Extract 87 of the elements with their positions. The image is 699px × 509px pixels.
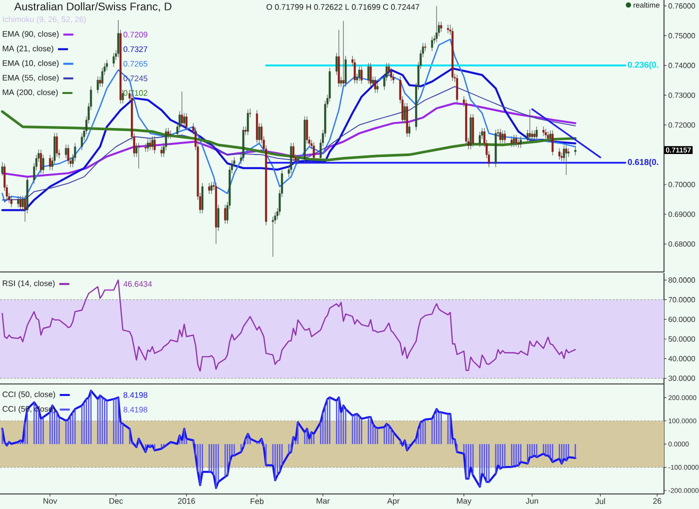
candlestick [531,130,534,141]
candlestick [512,134,515,148]
candlestick [358,66,360,82]
legend-label: EMA (55, close) [2,74,59,82]
legend-label: MA (21, close) [2,45,54,53]
candlestick [520,136,522,148]
series-label: 0.236(0. [628,62,658,70]
annotation: 0.7209 [124,32,148,38]
candlestick [40,149,42,174]
candlestick [565,144,568,176]
candlestick [180,91,183,128]
candlestick [224,204,226,224]
candlestick [17,196,20,208]
legend-label: EMA (10, close) [2,60,59,68]
candlestick [290,142,292,174]
candlestick [456,74,458,104]
annotation: 8.4198 [124,406,148,412]
candlestick [436,6,438,43]
annotation: Ichimoku (9, 26, 52, 26) [2,16,86,24]
x-tick-label: Feb [250,498,264,504]
candlestick [542,126,544,136]
x-tick-label: Jul [595,498,605,504]
legend-label: CCI (50, close) [2,391,56,399]
x-tick-label: 2016 [178,498,196,504]
x-tick-label: Nov [44,498,58,504]
candlestick [170,130,172,139]
x-tick-label: May [457,498,472,506]
candlestick [547,131,550,142]
candlestick [146,138,149,152]
candlestick [138,142,140,169]
candlestick [272,216,274,258]
candlestick [528,108,531,141]
candlestick [246,109,249,136]
candlestick [144,143,147,152]
annotation: 0.7327 [124,46,148,52]
candlestick [208,182,210,194]
candlestick [154,136,156,154]
candlestick [499,128,502,144]
candlestick [533,130,536,141]
candlestick [10,196,12,208]
candlestick [515,134,518,147]
candlestick [160,146,162,158]
candlestick [49,154,52,171]
candlestick [478,132,481,148]
candlestick [370,62,372,88]
candlestick [517,138,520,148]
candlestick [112,52,115,68]
candlestick [151,136,154,151]
annotation: O 0.71799 H 0.72622 L 0.71699 C 0.72447 [266,4,420,10]
x-tick-label: Dec [110,498,123,504]
candlestick [504,130,506,144]
candlestick [96,76,99,94]
legend-label: RSI (14, close) [2,280,55,288]
candlestick [374,76,376,94]
candlestick [446,24,449,34]
candlestick [185,112,188,131]
annotation: 8.4198 [124,392,148,398]
candlestick [106,60,108,71]
candlestick [67,144,70,165]
candlestick [440,21,442,32]
candlestick [201,182,204,214]
x-tick-label: Jun [526,498,538,504]
annotation: 0.7265 [124,60,148,67]
candlestick [431,36,434,52]
candlestick [510,136,513,148]
candlestick [360,66,363,84]
candlestick [19,196,22,211]
candlestick [149,138,152,151]
candlestick [552,130,554,156]
candlestick [312,142,315,162]
legend-label: EMA (90, close) [2,30,59,38]
x-tick-label: 26 [653,498,662,504]
candlestick [536,126,538,141]
chart-title: Australian Dollar/Swiss Franc, D [14,2,172,12]
candlestick [342,20,344,88]
candlestick [354,58,356,84]
x-tick-label: Mar [316,498,330,504]
candlestick [558,148,560,160]
x-tick-label: Apr [387,498,400,506]
candlestick [549,130,552,142]
candlestick [210,182,212,194]
series-label: 0.618(0. [628,158,658,167]
candlestick [502,130,504,144]
candlestick [367,62,370,84]
legend-label: MA (200, close) [2,89,58,97]
candlestick [544,128,547,139]
annotation: 46.6434 [123,281,152,287]
